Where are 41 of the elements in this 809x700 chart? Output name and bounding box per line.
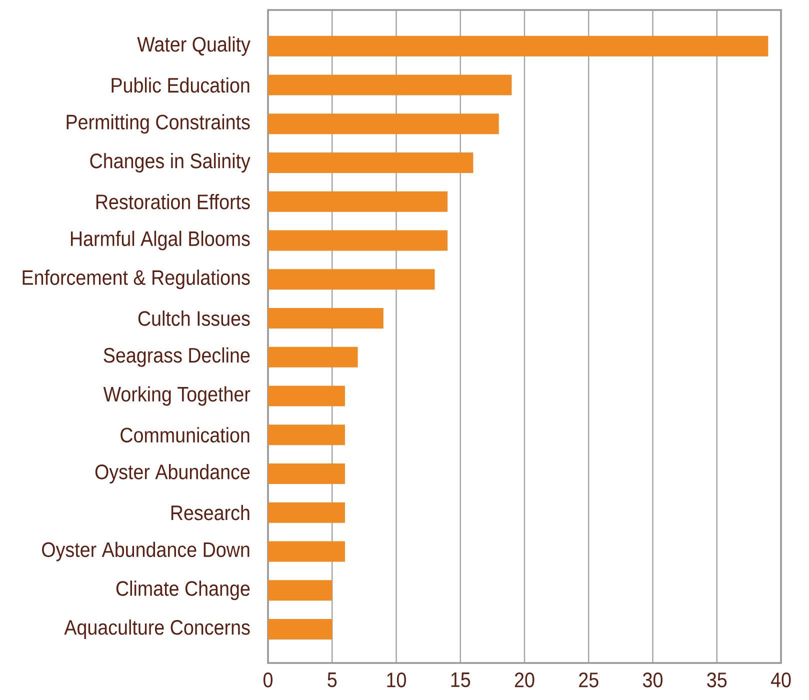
- x-tick-label: 0: [264, 672, 272, 688]
- bar: [268, 541, 345, 562]
- y-tick-label: Research: [171, 504, 250, 520]
- x-tick-label: 30: [643, 672, 662, 688]
- x-tick-label: 10: [387, 672, 406, 688]
- y-tick-label: Public Education: [112, 77, 250, 93]
- bar: [268, 502, 345, 523]
- x-tick-label: 25: [579, 672, 598, 688]
- bar: [268, 36, 768, 56]
- x-tick-label: 40: [770, 672, 791, 688]
- x-tick-label: 35: [707, 672, 727, 688]
- bar: [268, 580, 332, 601]
- bar: [268, 152, 474, 174]
- x-tick-label: 20: [514, 672, 534, 688]
- bar: [268, 269, 435, 290]
- y-tick-label: Climate Change: [116, 580, 250, 600]
- y-tick-label: Oyster Abundance Down: [42, 542, 250, 562]
- y-tick-label: Communication: [120, 427, 250, 443]
- bar: [268, 308, 384, 328]
- x-tick-label: 5: [328, 672, 337, 688]
- y-tick-label: Seagrass Decline: [104, 347, 250, 367]
- y-tick-label: Restoration Efforts: [96, 194, 250, 210]
- y-tick-label: Permitting Constraints: [66, 114, 250, 134]
- bar: [268, 424, 345, 446]
- y-tick-label: Cultch Issues: [138, 310, 250, 326]
- y-tick-label: Water Quality: [137, 36, 250, 56]
- y-tick-label: Harmful Algal Blooms: [70, 230, 250, 250]
- bar: [268, 74, 512, 96]
- bar: [268, 191, 448, 212]
- y-tick-label: Changes in Salinity: [90, 153, 250, 173]
- y-tick-label: Enforcement & Regulations: [22, 270, 250, 290]
- x-tick-label: 15: [451, 672, 470, 688]
- y-tick-label: Aquaculture Concerns: [64, 619, 250, 639]
- y-tick-label: Working Together: [103, 386, 250, 406]
- bar: [268, 463, 345, 484]
- y-tick-label: Oyster Abundance: [95, 464, 250, 484]
- bar: [268, 114, 499, 134]
- bar: [268, 346, 358, 368]
- bar: [268, 618, 332, 640]
- bar: [268, 230, 448, 251]
- bar: [268, 386, 345, 406]
